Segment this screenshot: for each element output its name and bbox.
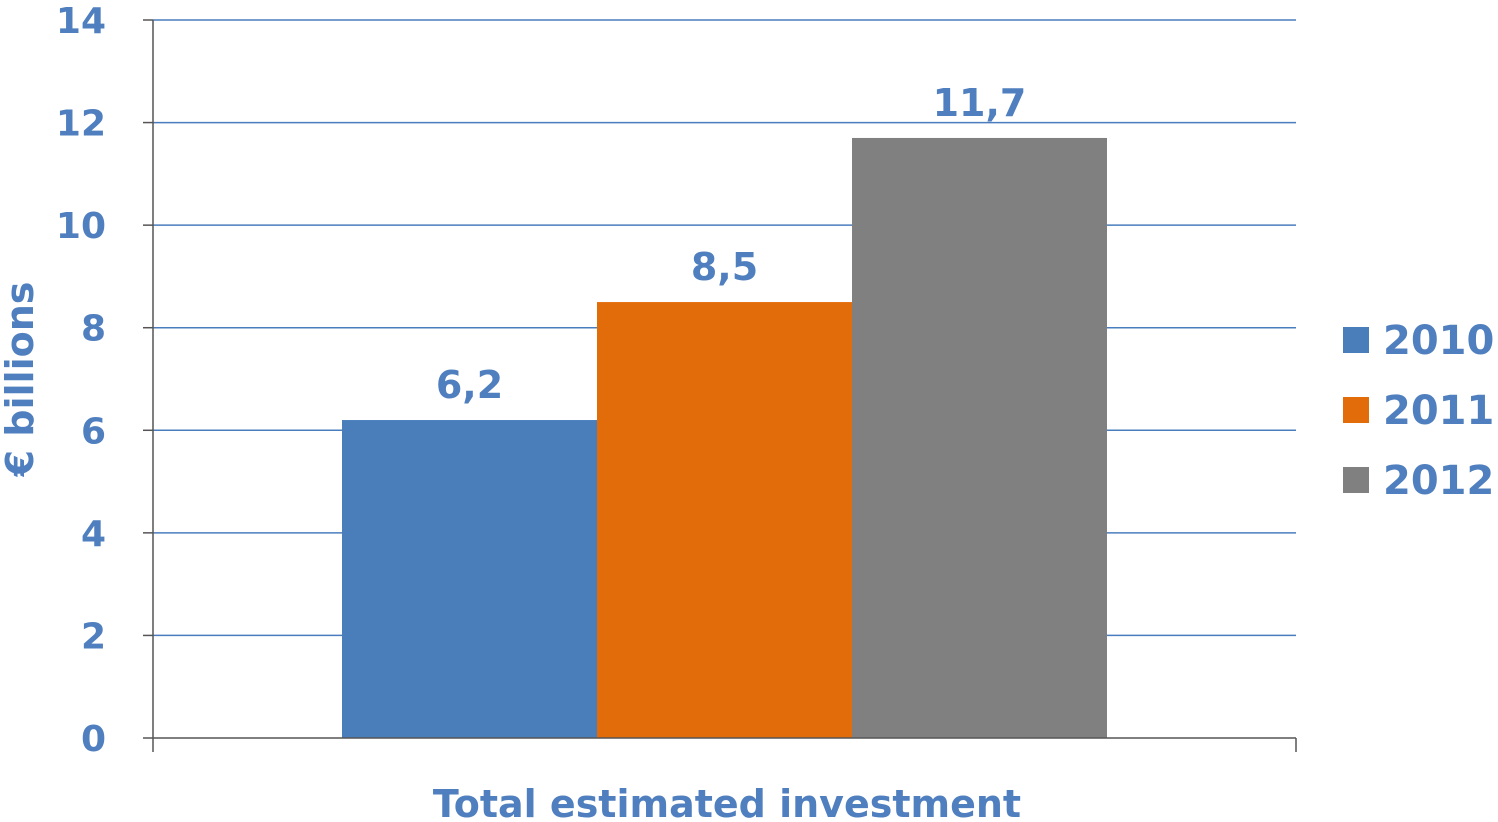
y-tick-label: 10 xyxy=(56,206,106,247)
legend: 2010 2011 2012 xyxy=(1343,318,1494,504)
y-tick-label: 12 xyxy=(56,104,106,145)
y-tick-label: 4 xyxy=(81,514,106,555)
legend-swatch-2011 xyxy=(1343,397,1369,423)
bar-2011 xyxy=(597,302,852,738)
bar-2010 xyxy=(342,420,597,738)
legend-swatch-2010 xyxy=(1343,327,1369,353)
legend-label-2012: 2012 xyxy=(1383,458,1494,504)
x-axis-title: Total estimated investment xyxy=(433,782,1021,822)
bars xyxy=(342,137,1107,738)
data-label-2011: 8,5 xyxy=(691,245,758,289)
legend-label-2010: 2010 xyxy=(1383,318,1494,364)
y-axis-title: € billions xyxy=(0,282,42,478)
y-tick-label: 6 xyxy=(81,411,106,452)
legend-swatch-2012 xyxy=(1343,467,1369,493)
axes xyxy=(152,20,1297,752)
y-tick-label: 2 xyxy=(81,616,106,657)
data-label-2010: 6,2 xyxy=(436,363,503,407)
bar-2012 xyxy=(852,137,1107,738)
y-tick-label: 8 xyxy=(81,309,106,350)
y-tick-label: 0 xyxy=(81,719,106,760)
data-labels: 6,2 8,5 11,7 xyxy=(436,81,1027,407)
y-axis-ticks: 0 2 4 6 8 10 12 14 xyxy=(56,1,153,760)
data-label-2012: 11,7 xyxy=(933,81,1027,125)
legend-label-2011: 2011 xyxy=(1383,388,1494,434)
y-tick-label: 14 xyxy=(56,1,106,42)
